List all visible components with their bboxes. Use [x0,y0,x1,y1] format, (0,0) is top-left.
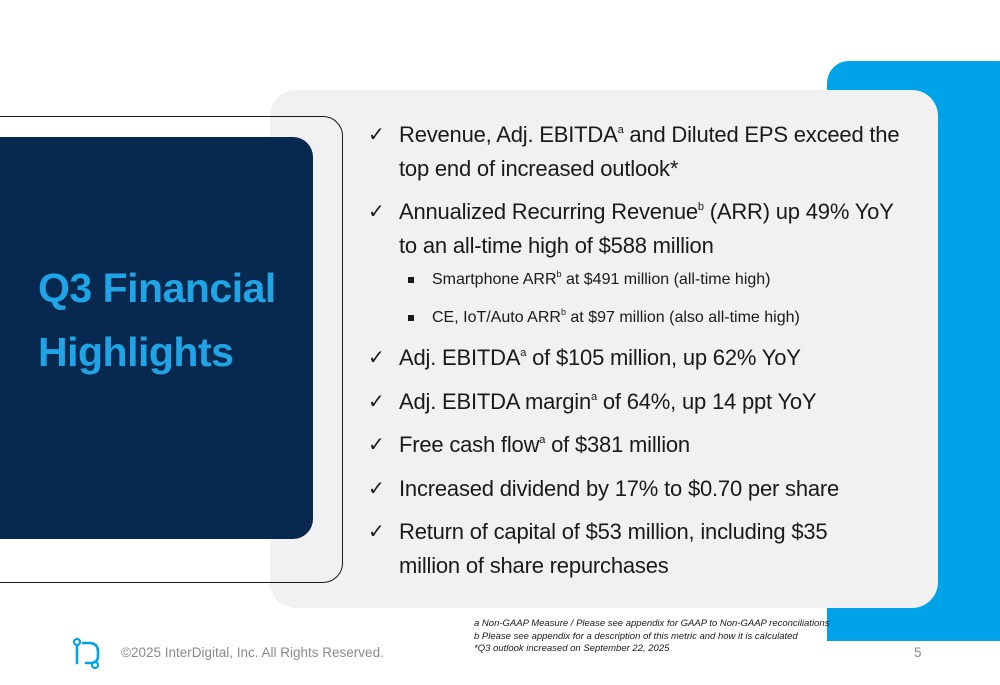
slide-title-line-1: Q3 Financial [38,265,276,311]
highlight-item: ✓ Adj. EBITDA margina of 64%, up 14 ppt Y… [368,385,928,419]
highlight-text: Adj. EBITDAa of $105 million, up 62% YoY [399,341,928,375]
slide-title: Q3 Financial Highlights [38,256,308,384]
highlight-text: CE, IoT/Auto ARRb at $97 million (also a… [432,306,928,330]
square-bullet-icon [408,315,414,321]
highlight-item: ✓ Revenue, Adj. EBITDAa and Diluted EPS e… [368,118,928,186]
footnote-marker: a [520,347,527,359]
highlight-text-line: Smartphone ARRb at $491 million (all-tim… [432,268,928,292]
highlight-text-line: Return of capital of $53 million, includ… [399,515,928,549]
footnote-marker: b [556,269,562,279]
page-number: 5 [914,645,922,660]
highlight-text-line: Revenue, Adj. EBITDAa and Diluted EPS ex… [399,118,928,152]
highlight-text-line: to an all-time high of $588 million [399,229,928,263]
highlight-text: Revenue, Adj. EBITDAa and Diluted EPS ex… [399,118,928,186]
highlight-text: Smartphone ARRb at $491 million (all-tim… [432,268,928,292]
highlight-text-segment: of $381 million [545,432,690,457]
highlight-text-segment: top end of increased outlook* [399,156,679,181]
footnote-marker: b [697,201,704,213]
highlight-item: ✓ Adj. EBITDAa of $105 million, up 62% Yo… [368,341,928,375]
interdigital-logo-icon [70,636,106,672]
highlight-text-line: Adj. EBITDA margina of 64%, up 14 ppt Yo… [399,385,928,419]
highlight-subitem: Smartphone ARRb at $491 million (all-tim… [368,268,928,292]
highlight-text-segment: at $97 million (also all-time high) [565,309,800,326]
footnote-b: b Please see appendix for a description … [474,630,798,642]
checkmark-icon: ✓ [368,434,385,456]
footnotes: a Non-GAAP Measure / Please see appendix… [474,618,829,656]
slide-title-line-2: Highlights [38,329,234,375]
footnote-marker: a [617,124,624,136]
highlight-text-segment: Revenue, Adj. EBITDA [399,122,618,147]
title-outline-frame [0,116,343,583]
highlight-text-segment: of 64%, up 14 ppt YoY [596,389,817,414]
highlight-text-line: Increased dividend by 17% to $0.70 per s… [399,472,928,506]
highlight-text-segment: (ARR) up 49% YoY [703,199,894,224]
highlight-subitem: CE, IoT/Auto ARRb at $97 million (also a… [368,306,928,330]
highlight-text-line: Free cash flowa of $381 million [399,428,928,462]
highlight-text: Increased dividend by 17% to $0.70 per s… [399,472,928,506]
highlight-text-line: top end of increased outlook* [399,152,928,186]
highlight-text: Free cash flowa of $381 million [399,428,928,462]
checkmark-icon: ✓ [368,201,385,223]
checkmark-icon: ✓ [368,478,385,500]
footnote-marker: a [539,434,546,446]
footnote-a: a Non-GAAP Measure / Please see appendix… [474,618,830,629]
square-bullet-icon [408,277,414,283]
checkmark-icon: ✓ [368,391,385,413]
highlight-text-segment: to an all-time high of $588 million [399,233,714,258]
highlight-item: ✓ Free cash flowa of $381 million [368,428,928,462]
highlight-text-segment: Adj. EBITDA margin [399,389,592,414]
highlight-text: Annualized Recurring Revenueb (ARR) up 4… [399,195,928,263]
highlight-text-segment: CE, IoT/Auto ARR [432,309,561,326]
highlight-text-segment: Annualized Recurring Revenue [399,199,698,224]
highlight-text-segment: of $105 million, up 62% YoY [526,345,801,370]
highlight-text-line: million of share repurchases [399,549,928,583]
footnote-marker: a [591,391,597,403]
checkmark-icon: ✓ [368,521,385,543]
highlight-text-segment: Increased dividend by 17% to $0.70 per s… [399,476,840,501]
highlight-text-segment: Adj. EBITDA [399,345,521,370]
highlight-text-segment: and Diluted EPS exceed the [623,122,900,147]
footnote-outlook: *Q3 outlook increased on September 22, 2… [474,643,670,654]
title-panel [0,137,313,539]
copyright-text: ©2025 InterDigital, Inc. All Rights Rese… [121,645,384,660]
highlight-text-line: Adj. EBITDAa of $105 million, up 62% YoY [399,341,928,375]
highlight-text-line: Annualized Recurring Revenueb (ARR) up 4… [399,195,928,229]
highlight-item: ✓ Annualized Recurring Revenueb (ARR) up … [368,195,928,263]
highlight-text: Adj. EBITDA margina of 64%, up 14 ppt Yo… [399,385,928,419]
highlight-text-segment: Smartphone ARR [432,271,557,288]
highlight-text-segment: at $491 million (all-time high) [561,271,771,288]
highlight-text-segment: Return of capital of $53 million, includ… [399,519,828,544]
highlight-text-line: CE, IoT/Auto ARRb at $97 million (also a… [432,306,928,330]
highlights-card [270,90,938,608]
highlight-text-segment: Free cash flow [399,432,540,457]
checkmark-icon: ✓ [368,124,385,146]
highlight-text: Return of capital of $53 million, includ… [399,515,928,583]
highlight-item: ✓ Return of capital of $53 million, inclu… [368,515,928,583]
highlight-text-segment: million of share repurchases [399,553,669,578]
highlight-item: ✓ Increased dividend by 17% to $0.70 per … [368,472,928,506]
footnote-marker: b [560,307,566,317]
checkmark-icon: ✓ [368,347,385,369]
